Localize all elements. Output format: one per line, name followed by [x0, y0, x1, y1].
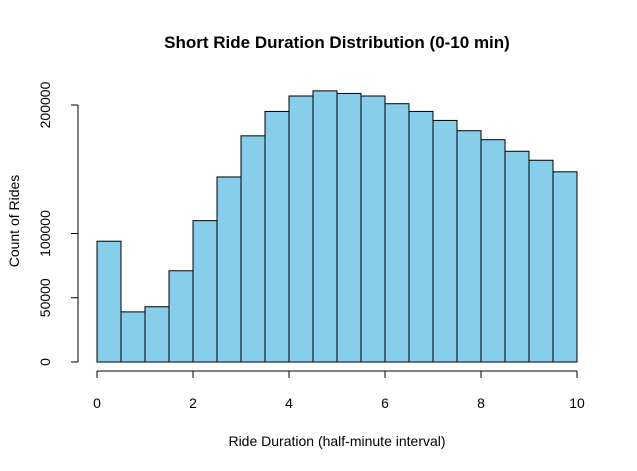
x-tick-label: 2	[189, 395, 197, 411]
y-tick-label: 0	[37, 358, 53, 366]
bars-group	[96, 90, 578, 363]
x-tick-label: 10	[569, 395, 585, 411]
x-tick-label: 0	[93, 395, 101, 411]
x-tick-label: 4	[285, 395, 293, 411]
histogram-bar	[480, 139, 506, 363]
histogram-bar	[360, 95, 386, 363]
histogram-bar	[192, 220, 218, 363]
histogram-bar	[408, 110, 434, 363]
x-tick-label: 8	[477, 395, 485, 411]
histogram-bar	[312, 90, 338, 363]
histogram-bar	[432, 119, 458, 363]
histogram-bar	[456, 130, 482, 363]
histogram-bar	[168, 270, 194, 363]
y-tick-label: 100000	[37, 210, 53, 257]
histogram-bar	[528, 159, 554, 363]
histogram-bar	[144, 306, 170, 363]
y-axis: 0 50000 100000 200000	[37, 81, 79, 366]
histogram-bar	[240, 135, 266, 363]
y-tick-label: 200000	[37, 81, 53, 128]
histogram-bar	[336, 92, 362, 363]
histogram-bar	[96, 240, 122, 363]
histogram-bar	[216, 176, 242, 363]
histogram-bar	[288, 95, 314, 363]
x-axis: 0 2 4 6 8 10	[93, 370, 585, 411]
histogram-bar	[264, 110, 290, 363]
y-tick-label: 50000	[37, 278, 53, 317]
x-axis-label: Ride Duration (half-minute interval)	[228, 433, 445, 449]
histogram-bar	[552, 171, 578, 363]
histogram-bar	[504, 150, 530, 363]
chart-title: Short Ride Duration Distribution (0-10 m…	[164, 33, 510, 52]
x-tick-label: 6	[381, 395, 389, 411]
histogram-bar	[120, 311, 146, 363]
y-axis-label: Count of Rides	[6, 175, 22, 268]
histogram-bar	[384, 103, 410, 363]
